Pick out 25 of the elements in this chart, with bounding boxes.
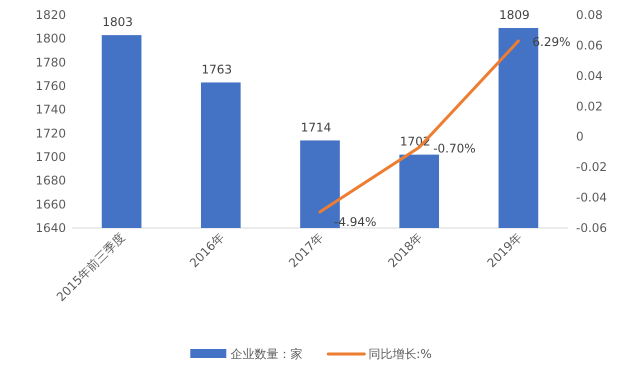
y-tick-label: 1740 xyxy=(35,102,66,117)
y-tick-label: 1760 xyxy=(35,79,66,93)
y2-tick-label: 0.08 xyxy=(576,8,603,22)
y2-tick-label: -0.02 xyxy=(576,160,608,174)
y-tick-label: 1640 xyxy=(35,221,66,235)
data-label: 1763 xyxy=(202,62,232,76)
legend-label: 同比增长:% xyxy=(368,347,432,361)
data-label: 1809 xyxy=(499,8,530,22)
y2-tick-label: -0.04 xyxy=(576,190,608,205)
y-tick-label: 1820 xyxy=(35,8,66,22)
data-label: 1714 xyxy=(300,120,332,134)
y2-tick-label: 0.02 xyxy=(576,99,603,114)
data-label: 1803 xyxy=(102,15,133,30)
y2-tick-label: 0 xyxy=(576,130,584,144)
y-tick-label: 1680 xyxy=(35,174,66,188)
y-tick-label: 1700 xyxy=(35,150,66,164)
data-label: -0.70% xyxy=(433,141,476,156)
legend-label: 企业数量：家 xyxy=(230,347,302,361)
y-tick-label: 1660 xyxy=(35,197,66,212)
y2-tick-label: -0.06 xyxy=(576,221,608,235)
y-tick-label: 1720 xyxy=(35,126,66,140)
y-tick-label: 1800 xyxy=(35,32,66,46)
y2-tick-label: 0.04 xyxy=(576,68,603,83)
y-tick-label: 1780 xyxy=(35,55,66,70)
y2-tick-label: 0.06 xyxy=(576,38,603,52)
